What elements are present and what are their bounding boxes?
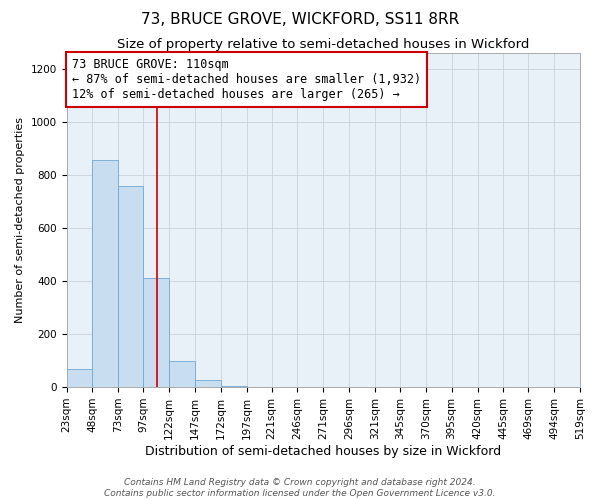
- Title: Size of property relative to semi-detached houses in Wickford: Size of property relative to semi-detach…: [117, 38, 529, 51]
- Y-axis label: Number of semi-detached properties: Number of semi-detached properties: [15, 117, 25, 323]
- Bar: [67, 368, 92, 387]
- Bar: [221, 386, 247, 387]
- Bar: [143, 278, 169, 387]
- Bar: [169, 360, 195, 387]
- Text: 73, BRUCE GROVE, WICKFORD, SS11 8RR: 73, BRUCE GROVE, WICKFORD, SS11 8RR: [141, 12, 459, 28]
- Text: 73 BRUCE GROVE: 110sqm
← 87% of semi-detached houses are smaller (1,932)
12% of : 73 BRUCE GROVE: 110sqm ← 87% of semi-det…: [71, 58, 421, 101]
- Text: Contains HM Land Registry data © Crown copyright and database right 2024.
Contai: Contains HM Land Registry data © Crown c…: [104, 478, 496, 498]
- Bar: [118, 186, 143, 387]
- Bar: [92, 160, 118, 387]
- X-axis label: Distribution of semi-detached houses by size in Wickford: Distribution of semi-detached houses by …: [145, 444, 502, 458]
- Bar: [195, 380, 221, 387]
